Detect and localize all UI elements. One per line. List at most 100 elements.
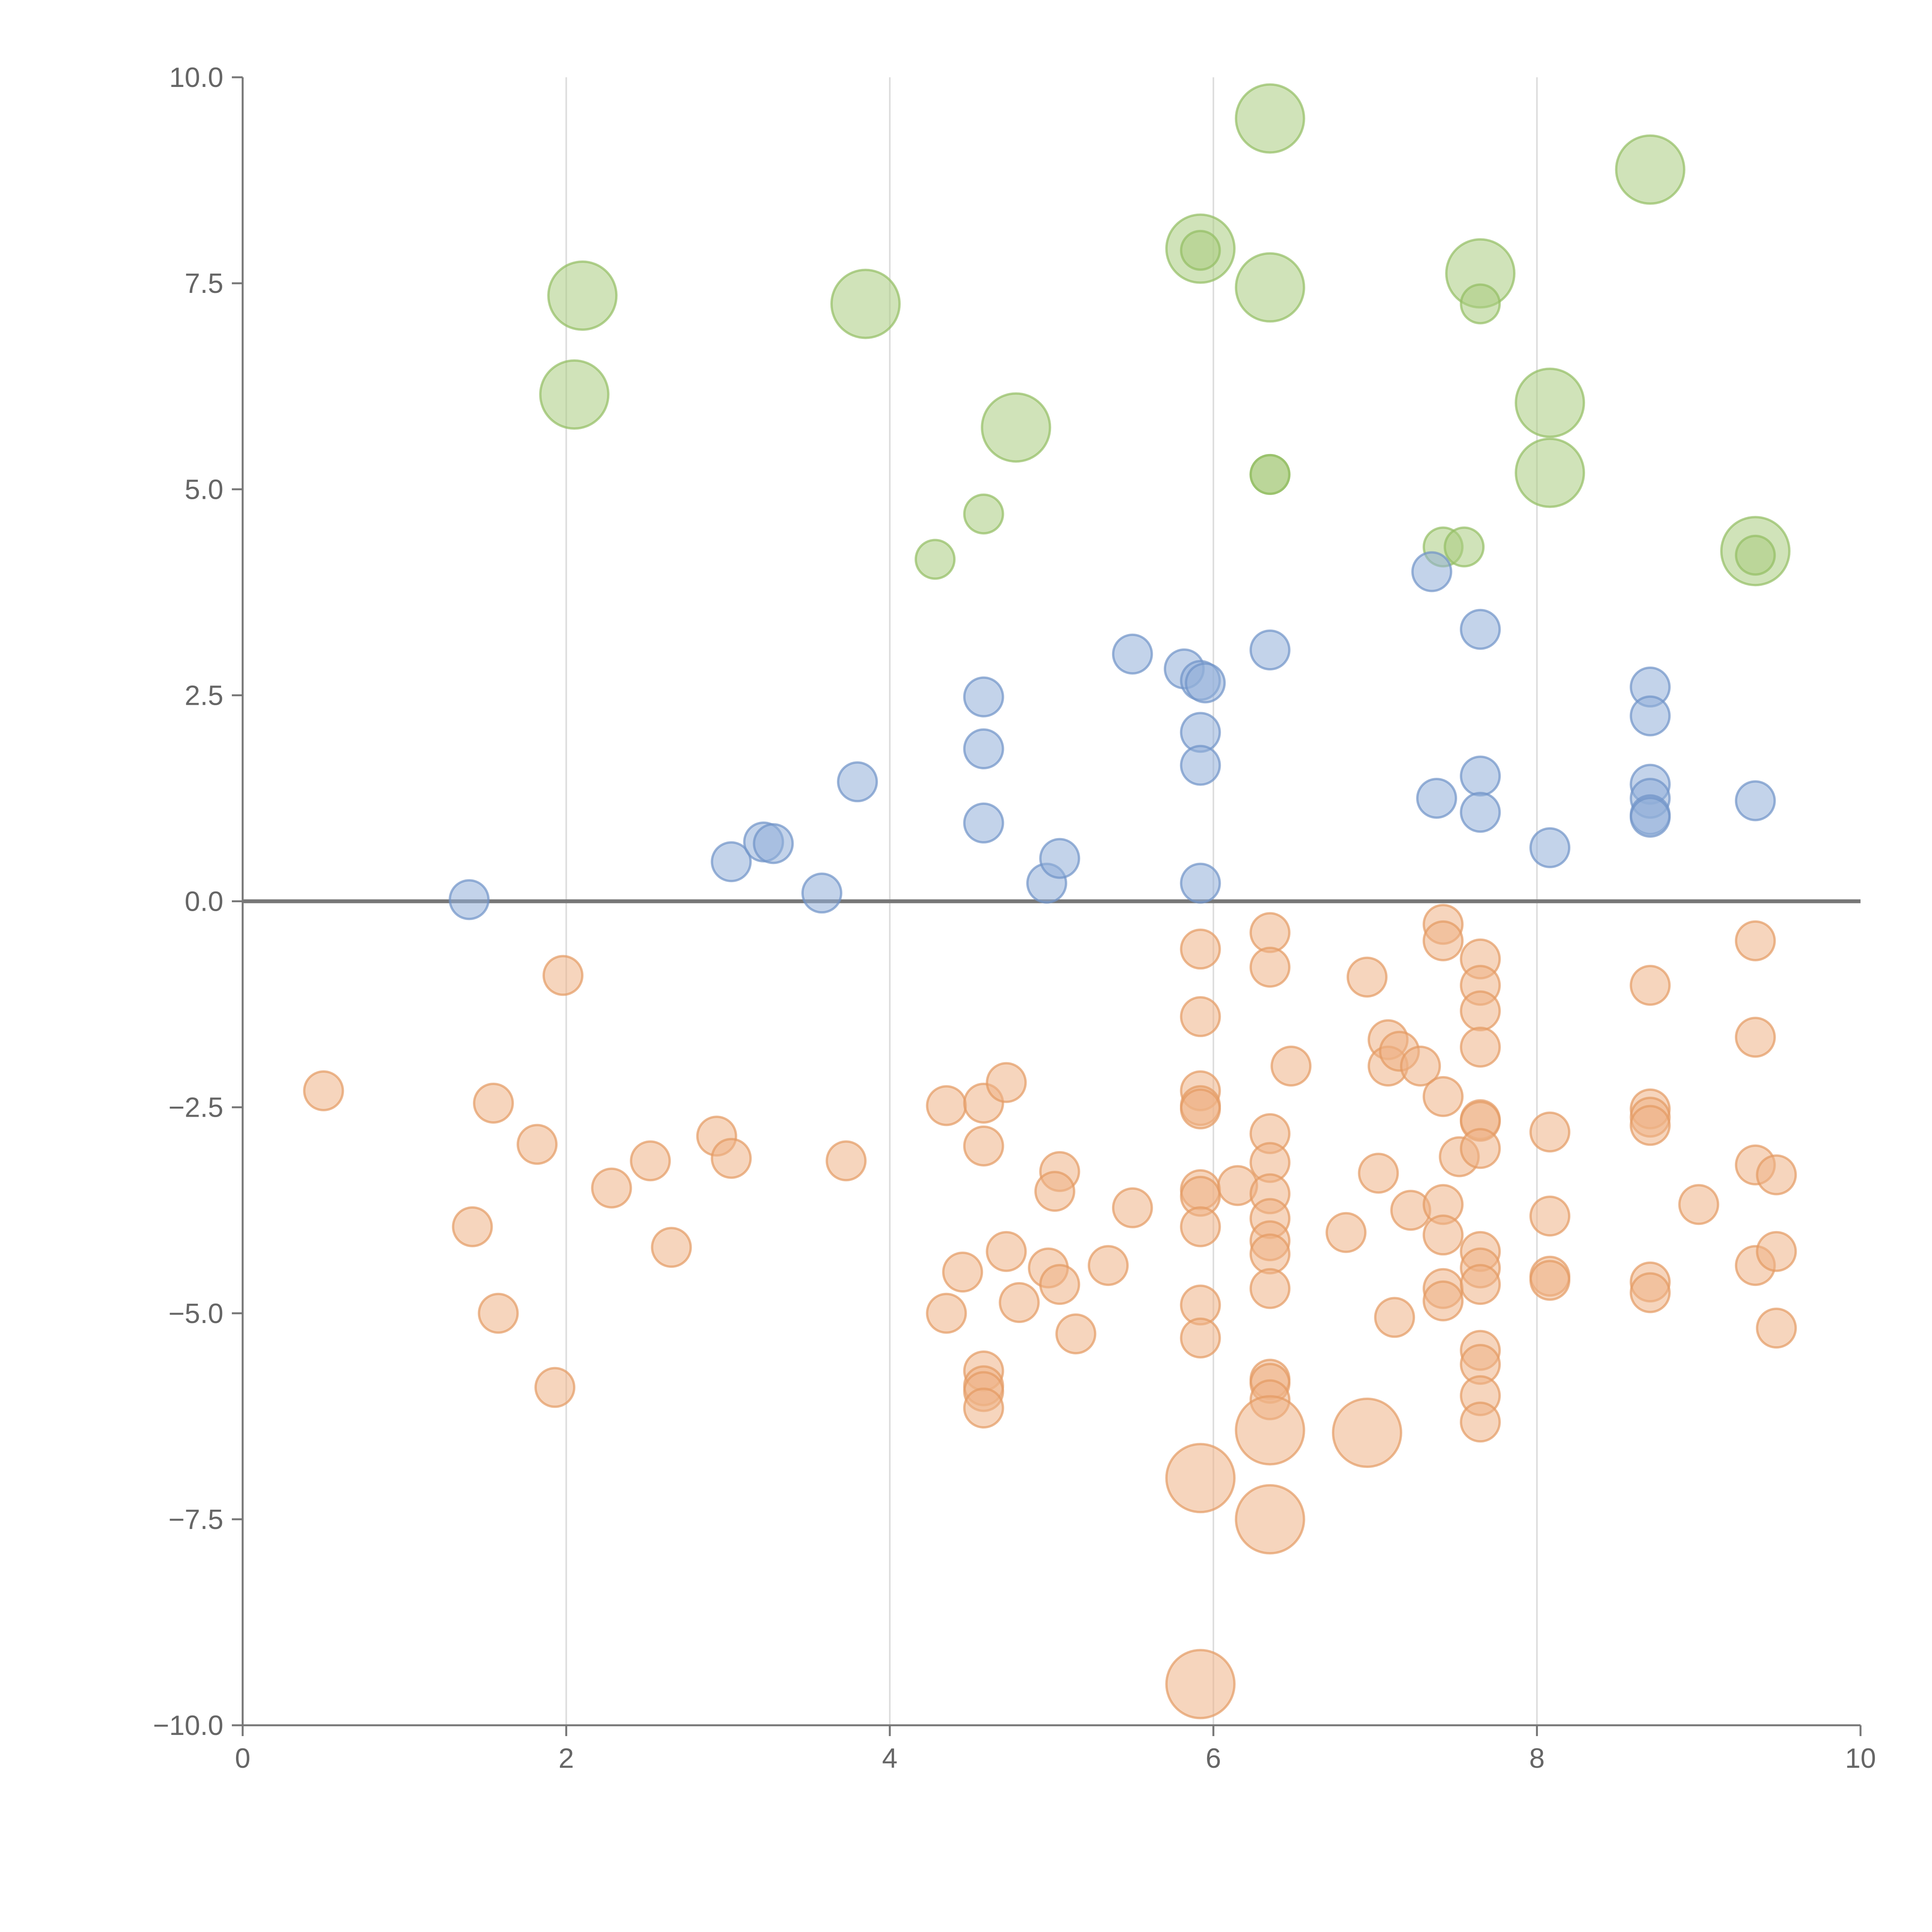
x-tick-label: 0	[235, 1743, 250, 1774]
green-point	[1235, 83, 1305, 154]
y-tick-label: −7.5	[168, 1504, 223, 1535]
y-tick-label: 10.0	[169, 62, 223, 93]
orange-point	[711, 1138, 752, 1179]
orange-point	[1180, 1088, 1221, 1129]
orange-point	[998, 1282, 1040, 1323]
orange-point	[1460, 1401, 1501, 1443]
orange-point	[478, 1293, 519, 1334]
orange-point	[1422, 1280, 1464, 1321]
orange-point	[1422, 920, 1464, 961]
orange-point	[1678, 1184, 1719, 1225]
orange-point	[825, 1140, 867, 1182]
orange-point	[1055, 1313, 1097, 1355]
green-point	[1235, 252, 1305, 323]
orange-point	[1039, 1264, 1080, 1305]
y-tick-label: −10.0	[153, 1710, 223, 1741]
orange-point	[1249, 912, 1291, 953]
green-point	[1615, 134, 1685, 205]
green-point	[915, 539, 956, 580]
orange-point	[1270, 1046, 1312, 1087]
green-point	[1180, 230, 1221, 271]
orange-point	[1180, 929, 1221, 970]
green-point	[1515, 437, 1585, 508]
orange-point	[543, 955, 584, 996]
orange-point	[963, 1387, 1004, 1429]
blue-point	[1180, 862, 1221, 904]
green-point	[1460, 283, 1501, 325]
orange-point	[1735, 920, 1776, 961]
green-point	[981, 392, 1051, 463]
orange-point	[1249, 1268, 1291, 1309]
blue-point	[963, 728, 1004, 769]
orange-point	[1180, 996, 1221, 1037]
y-tick-label: 0.0	[185, 886, 223, 917]
y-tick-label: 2.5	[185, 680, 223, 711]
orange-point	[986, 1231, 1027, 1272]
blue-point	[1180, 745, 1221, 786]
x-tick-label: 10	[1845, 1743, 1876, 1774]
blue-point	[1039, 838, 1080, 879]
orange-point	[963, 1125, 1004, 1167]
x-tick-label: 4	[882, 1743, 898, 1774]
x-tick-label: 2	[558, 1743, 574, 1774]
blue-point	[1416, 777, 1458, 819]
green-point	[1249, 454, 1291, 495]
orange-point	[1460, 990, 1501, 1032]
orange-point	[1529, 1111, 1571, 1153]
orange-point	[1422, 1076, 1464, 1117]
y-tick-label: 7.5	[185, 268, 223, 299]
blue-point	[1735, 780, 1776, 821]
x-tick-label: 6	[1206, 1743, 1221, 1774]
blue-point	[1249, 629, 1291, 671]
green-point	[1515, 367, 1585, 438]
orange-point	[1374, 1297, 1415, 1338]
orange-point	[1460, 1026, 1501, 1068]
orange-point	[452, 1206, 493, 1247]
orange-point	[651, 1227, 692, 1268]
orange-point	[630, 1140, 671, 1182]
orange-point	[1332, 1397, 1402, 1468]
orange-point	[1180, 1206, 1221, 1247]
green-point	[1735, 534, 1776, 576]
blue-point	[1460, 609, 1501, 650]
tick-labels: −10.0 −7.5 −5.0 −2.5 0.0 2.5 5.0 7.5 10.0 0 2 4 6 8 10	[153, 62, 1876, 1774]
orange-point	[926, 1293, 967, 1334]
blue-point	[963, 676, 1004, 718]
data-points	[303, 83, 1797, 1719]
y-tick-label: −2.5	[168, 1092, 223, 1123]
green-point	[539, 359, 610, 430]
orange-point	[1529, 1260, 1571, 1301]
orange-point	[1629, 1105, 1671, 1146]
orange-point	[1756, 1308, 1797, 1349]
green-point	[963, 493, 1004, 535]
orange-point	[1735, 1017, 1776, 1058]
orange-point	[1400, 1046, 1441, 1087]
orange-point	[517, 1124, 558, 1165]
orange-point	[1629, 965, 1671, 1006]
orange-point	[591, 1167, 632, 1209]
blue-point	[963, 802, 1004, 844]
blue-point	[1411, 551, 1452, 592]
orange-point	[1460, 1128, 1501, 1169]
orange-point	[1756, 1154, 1797, 1196]
blue-point	[1529, 827, 1571, 868]
orange-point	[1249, 947, 1291, 988]
blue-point	[753, 823, 794, 864]
orange-point	[986, 1062, 1027, 1103]
orange-point	[473, 1082, 514, 1124]
orange-point	[1165, 1443, 1236, 1514]
blue-point	[1112, 633, 1153, 675]
green-point	[1444, 526, 1485, 568]
orange-point	[1358, 1153, 1399, 1194]
blue-point	[1185, 662, 1226, 704]
green-point	[547, 260, 618, 331]
blue-point	[1460, 792, 1501, 833]
orange-point	[1235, 1484, 1305, 1554]
y-tick-label: −5.0	[168, 1298, 223, 1329]
orange-point	[1629, 1272, 1671, 1313]
blue-point	[1629, 796, 1671, 838]
orange-point	[1235, 1395, 1305, 1466]
x-tick-label: 8	[1529, 1743, 1545, 1774]
y-tick-label: 5.0	[185, 474, 223, 505]
